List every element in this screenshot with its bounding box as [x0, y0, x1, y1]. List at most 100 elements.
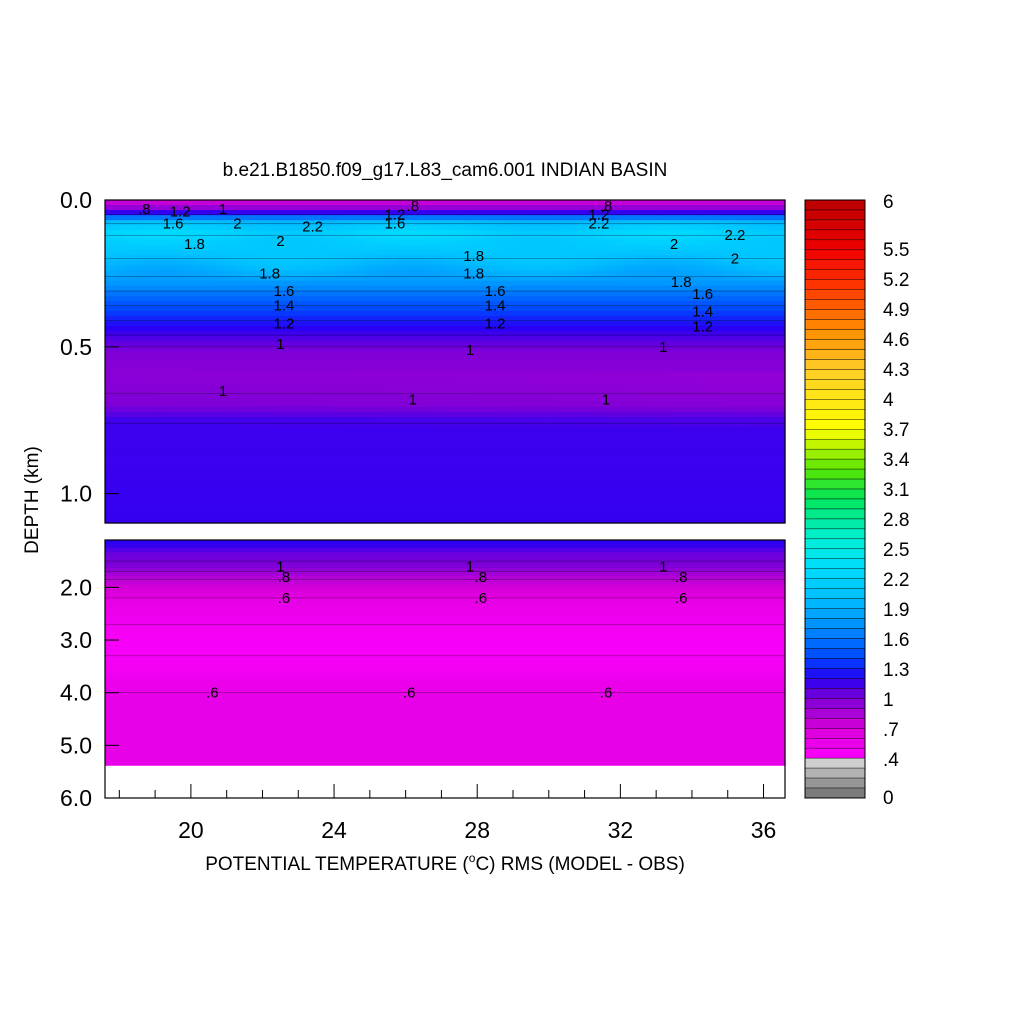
contour-label: .8 — [600, 198, 613, 215]
contour-label: 1.8 — [259, 265, 280, 282]
colorbar-segment — [804, 259, 866, 270]
colorbar-segment — [804, 389, 866, 400]
colorbar-segment — [804, 638, 866, 649]
colorbar-label: .4 — [883, 750, 899, 771]
colorbar-segment — [804, 359, 866, 370]
contour-label: 2.2 — [302, 218, 323, 235]
colorbar-segment — [804, 568, 866, 579]
upper-panel — [105, 200, 786, 524]
upper-panel-frame — [104, 199, 786, 524]
colorbar-segment — [804, 718, 866, 729]
contour-label: 1.2 — [692, 318, 713, 335]
colorbar-segment — [804, 209, 866, 221]
colorbar-label: 2.2 — [883, 570, 909, 591]
colorbar-segment — [804, 618, 866, 629]
y-tick-label: 2.0 — [60, 574, 92, 600]
contour-label: 1.2 — [274, 315, 295, 332]
y-tick-label: 3.0 — [60, 627, 92, 653]
colorbar-segment — [804, 339, 866, 350]
x-tick-label: 28 — [464, 817, 490, 843]
contour-label: 1 — [466, 342, 474, 359]
colorbar-segment — [804, 498, 866, 510]
colorbar-segment — [804, 419, 866, 430]
contour-label: 1 — [466, 558, 474, 575]
colorbar-segment — [804, 409, 866, 420]
contour-label: 1.8 — [463, 248, 484, 265]
contour-label: 1.6 — [692, 286, 713, 303]
colorbar-segment — [804, 757, 866, 769]
contour-label: 1 — [219, 383, 227, 400]
colorbar-segment — [804, 678, 866, 689]
colorbar-segment — [804, 548, 866, 559]
contour-label: 1 — [276, 336, 284, 353]
colorbar — [804, 199, 866, 799]
y-axis-label: DEPTH (km) — [22, 446, 43, 554]
contour-label: .8 — [475, 569, 488, 586]
lower-panel-frame — [104, 539, 786, 799]
contour-label: 1.8 — [184, 236, 205, 253]
contour-label: 1.6 — [384, 215, 405, 232]
x-axis-label-superscript: o — [469, 851, 476, 865]
contour-label: .6 — [278, 590, 291, 607]
contour-label: 1 — [659, 339, 667, 356]
contour-label: 1 — [276, 558, 284, 575]
colorbar-segment — [804, 379, 866, 390]
colorbar-label: 4.6 — [883, 330, 909, 351]
colorbar-label: 4.3 — [883, 360, 909, 381]
colorbar-segment — [804, 478, 866, 490]
colorbar-label: 1.9 — [883, 600, 909, 621]
chart-title: b.e21.B1850.f09_g17.L83_cam6.001 INDIAN … — [223, 160, 668, 181]
y-tick-label: 1.0 — [60, 481, 92, 507]
colorbar-segment — [804, 299, 866, 310]
colorbar-label: 4 — [883, 390, 894, 411]
y-tick-label: 6.0 — [60, 785, 92, 811]
colorbar-segment — [804, 199, 866, 211]
colorbar-label: 1.6 — [883, 630, 909, 651]
colorbar-segment — [804, 468, 866, 480]
x-axis-label-tail: C) RMS (MODEL - OBS) — [475, 854, 684, 875]
y-tick-label: 5.0 — [60, 732, 92, 758]
colorbar-segment — [804, 528, 866, 540]
contour-label: 1.4 — [274, 298, 295, 315]
colorbar-segment — [804, 738, 866, 749]
colorbar-segment — [804, 458, 866, 470]
colorbar-segment — [804, 578, 866, 589]
x-axis-label: POTENTIAL TEMPERATURE (oC) RMS (MODEL - … — [205, 851, 685, 875]
contour-label: 1.8 — [671, 274, 692, 291]
colorbar-label: 2.8 — [883, 510, 909, 531]
colorbar-segment — [804, 279, 866, 290]
contour-label: 1.4 — [485, 298, 506, 315]
colorbar-label: 3.1 — [883, 480, 909, 501]
contour-label: 2 — [233, 215, 241, 232]
y-tick-label: 0.0 — [60, 187, 92, 213]
colorbar-segment — [804, 329, 866, 340]
colorbar-segment — [804, 728, 866, 739]
contour-label: 1.6 — [274, 283, 295, 300]
contour-label: 2 — [670, 236, 678, 253]
contour-label: .8 — [675, 569, 688, 586]
contour-label: 1.6 — [163, 215, 184, 232]
contour-label: 2 — [731, 251, 739, 268]
contour-label: 1 — [219, 201, 227, 218]
colorbar-segment — [804, 309, 866, 320]
colorbar-label: 3.7 — [883, 420, 909, 441]
colorbar-segment — [804, 598, 866, 609]
y-tick-label: 0.5 — [60, 334, 92, 360]
contour-label: 1 — [602, 392, 610, 409]
colorbar-segment — [804, 399, 866, 410]
colorbar-label: 5.5 — [883, 240, 909, 261]
lower-contour-labels: 1 1 1.8.8.8.6.6.6.6.6.6 — [206, 558, 687, 701]
colorbar-label: 1.3 — [883, 660, 909, 681]
contour-label: 1.8 — [463, 265, 484, 282]
contour-label: .6 — [600, 685, 613, 702]
colorbar-segment — [804, 767, 866, 779]
colorbar-segment — [804, 668, 866, 679]
contour-label: 1.6 — [485, 283, 506, 300]
contour-label: 2.2 — [588, 215, 609, 232]
colorbar-label: 3.4 — [883, 450, 910, 471]
colorbar-label: 6 — [883, 192, 894, 213]
x-tick-label: 32 — [608, 817, 634, 843]
x-tick-label: 36 — [751, 817, 777, 843]
contour-label: .8 — [278, 569, 291, 586]
